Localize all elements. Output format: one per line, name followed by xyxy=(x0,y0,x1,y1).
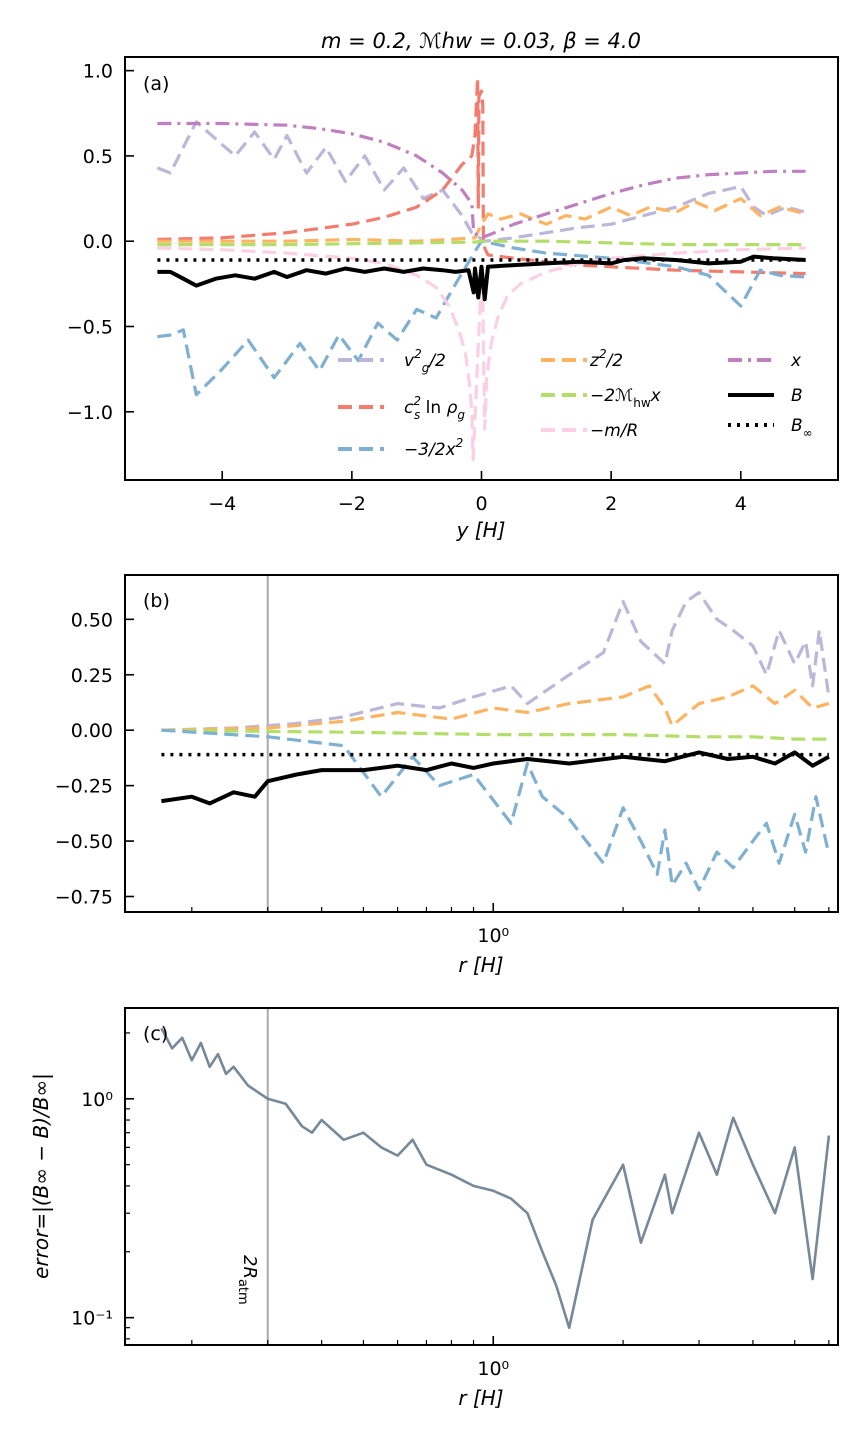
legend-b-label: B xyxy=(791,386,803,406)
ytick-label: −0.75 xyxy=(55,886,113,908)
legend-cs-label: c2 s ln ρg xyxy=(404,394,465,422)
panel-c-axes: 10⁰ 10⁰ 10⁻¹ xyxy=(71,1032,830,1380)
panel-b-plot xyxy=(161,575,831,912)
series-z-2-line xyxy=(161,684,830,732)
panel-c-series xyxy=(160,1008,831,1345)
ytick-label: −0.25 xyxy=(55,776,113,798)
xtick-label: 4 xyxy=(735,493,747,515)
ytick-label: −0.50 xyxy=(55,831,113,853)
figure-title: m = 0.2, ℳhw = 0.03, β = 4.0 xyxy=(321,29,641,53)
panel-a-series xyxy=(156,75,807,462)
vline-label: 2Ratm xyxy=(235,1255,260,1305)
panel-c-label: (c) xyxy=(143,1023,168,1045)
series--2-hw-x-line xyxy=(161,728,829,741)
panel-a-label: (a) xyxy=(143,73,169,95)
series-vg-2-line xyxy=(161,591,831,732)
xtick-label: 10⁰ xyxy=(477,1358,509,1380)
ytick-label: 1.0 xyxy=(83,61,113,83)
legend-x2-label: −3/2x2 xyxy=(404,436,463,460)
ytick-label: 0.0 xyxy=(83,231,113,253)
ytick-label: −1.0 xyxy=(67,402,113,424)
panel-b: 10⁰ 0.50 0.25 0.00 −0.25 −0.50 −0.75 (b) r [H] xyxy=(55,574,839,977)
panel-c-xlabel: r [H] xyxy=(458,1386,503,1410)
panel-b-series xyxy=(161,575,831,912)
panel-a-plot xyxy=(156,75,807,462)
panel-b-label: (b) xyxy=(143,590,170,612)
series-x-line xyxy=(157,121,806,240)
panel-c: 10⁰ 10⁰ 10⁻¹ (c) r [H] error=|(B∞ − B)/B∞|… xyxy=(29,1007,839,1410)
ytick-label: 0.25 xyxy=(71,665,113,687)
series--3-2x--line xyxy=(157,239,806,397)
ytick-label: 0.5 xyxy=(83,146,113,168)
series-z-2-line xyxy=(157,197,807,243)
panel-c-ylabel: error=|(B∞ − B)/B∞| xyxy=(29,1073,53,1279)
xtick-label: 0 xyxy=(475,493,487,515)
panel-a-axes: −4 −2 0 2 4 1.0 0.5 0.0 −0.5 −1.0 xyxy=(67,61,747,515)
panel-b-axes: 10⁰ 0.50 0.25 0.00 −0.25 −0.50 −0.75 xyxy=(55,609,830,947)
legend-x-label: x xyxy=(790,351,802,371)
legend-mr-label: −m/R xyxy=(590,421,638,441)
series-error-line xyxy=(160,1027,831,1329)
series--2-hw-x-line xyxy=(157,239,806,247)
legend-binf-label: B∞ xyxy=(791,416,813,440)
panel-b-xlabel: r [H] xyxy=(458,953,503,977)
ytick-label: 0.50 xyxy=(71,609,113,631)
legend-mhw-label: −2ℳhwx xyxy=(590,386,662,410)
legend-z2-label: z2/2 xyxy=(589,347,623,371)
series-b-line xyxy=(161,750,830,806)
ytick-label: −0.5 xyxy=(67,316,113,338)
xtick-label: −2 xyxy=(338,493,366,515)
ytick-label: 10⁰ xyxy=(81,1089,113,1111)
panel-a-legend: v2g/2 c2 s ln ρg −3/2x2 z2/2 −2ℳhwx −m/R … xyxy=(338,347,813,460)
series--m-r-line xyxy=(157,246,806,462)
series-vg-2-line xyxy=(156,120,807,243)
ytick-label: 0.00 xyxy=(71,720,113,742)
panel-b-frame xyxy=(124,574,839,913)
xtick-label: −4 xyxy=(208,493,236,515)
xtick-label: 10⁰ xyxy=(477,925,509,947)
panel-c-plot xyxy=(160,1008,831,1345)
ytick-label: 10⁻¹ xyxy=(71,1308,113,1330)
xtick-label: 2 xyxy=(605,493,617,515)
legend-vg-label: v2g/2 xyxy=(404,347,446,375)
panel-a-xlabel: y [H] xyxy=(456,518,506,542)
panel-a: −4 −2 0 2 4 1.0 0.5 0.0 −0.5 −1.0 (a) y [H] v2g/2… xyxy=(67,56,839,542)
series-cs-ln-g-line xyxy=(157,75,806,276)
panel-c-frame xyxy=(124,1007,839,1346)
